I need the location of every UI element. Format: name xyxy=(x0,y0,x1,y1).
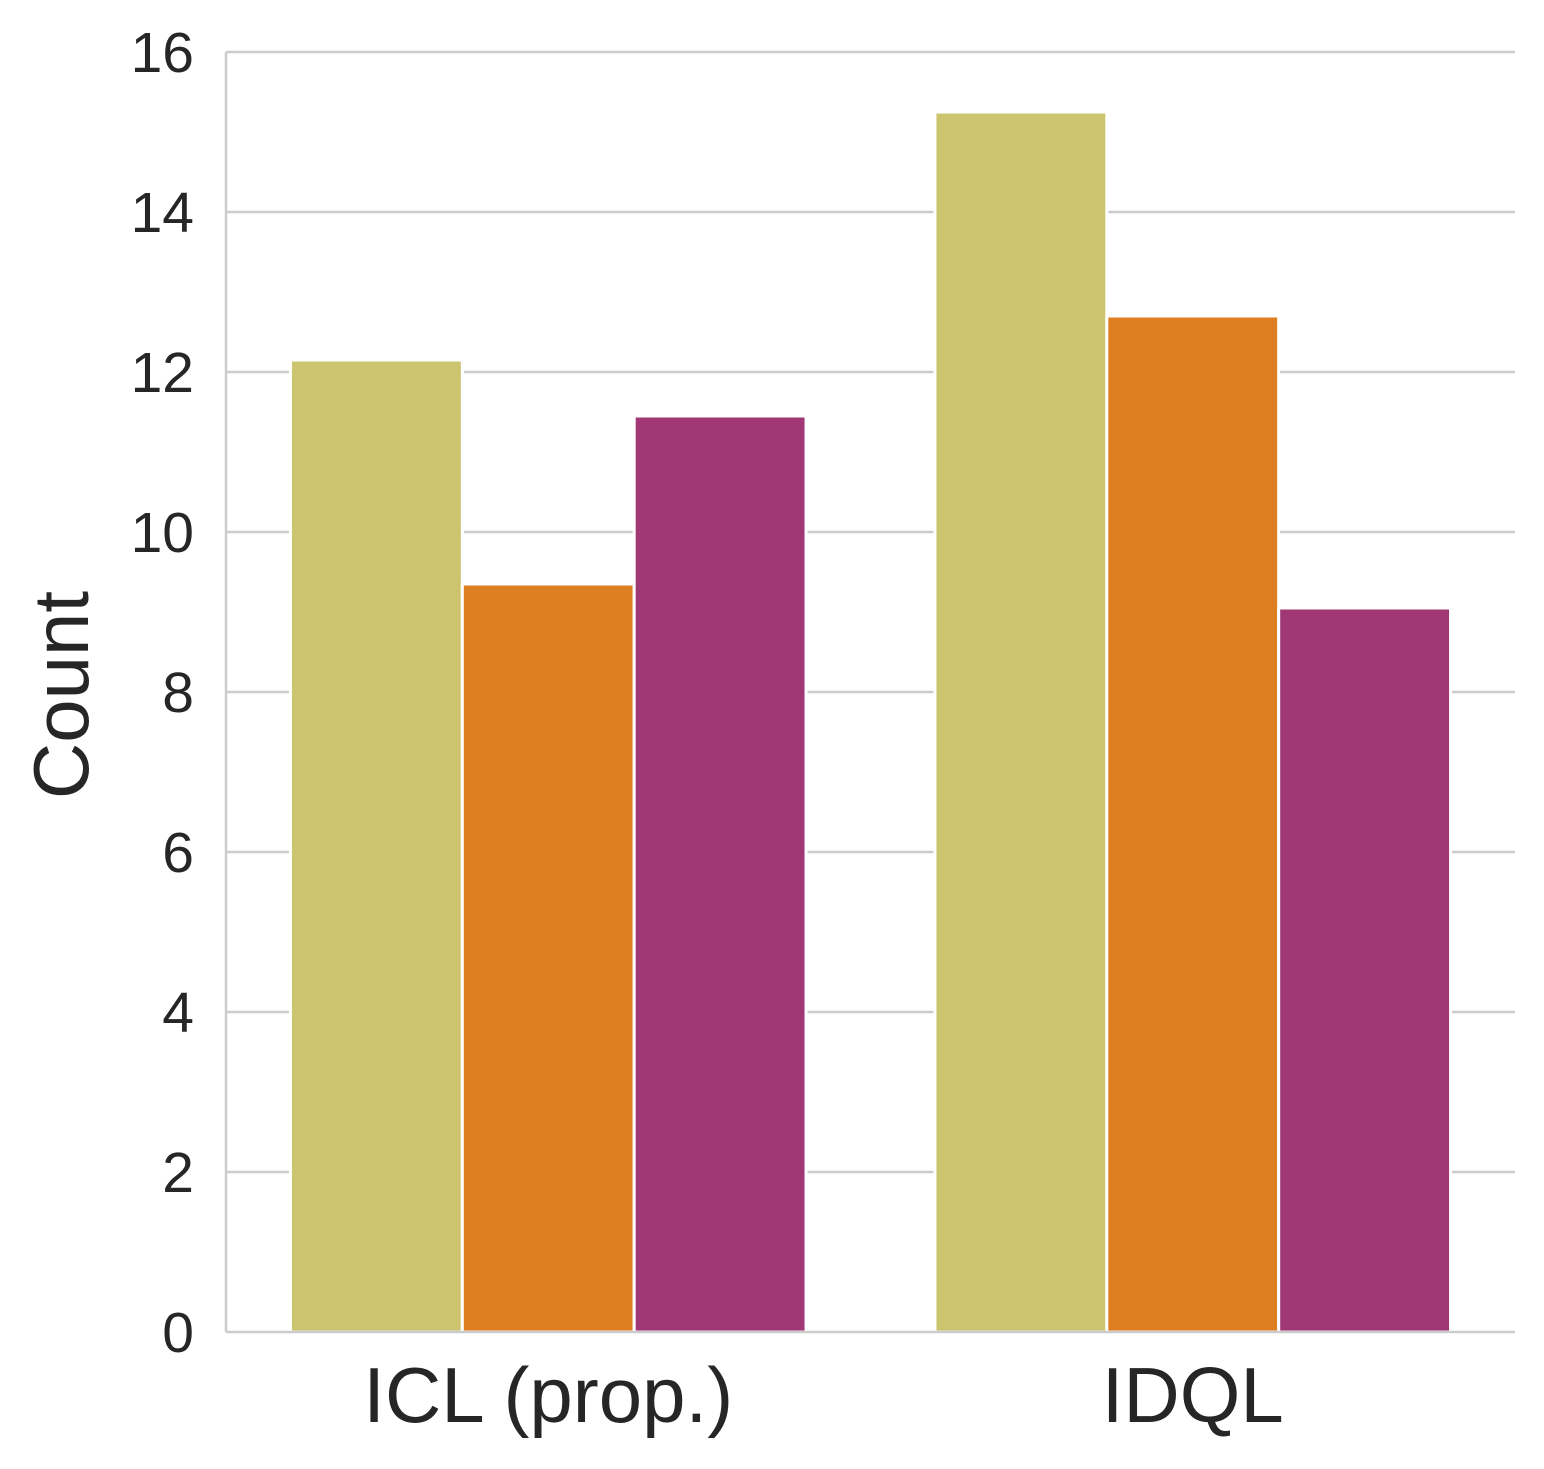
y-tick-label-4: 4 xyxy=(162,981,194,1045)
axes xyxy=(224,52,1515,1334)
bar-2-2 xyxy=(1105,314,1281,1334)
y-tick-label-0: 0 xyxy=(162,1301,194,1365)
y-tick-label-10: 10 xyxy=(131,501,194,565)
bar-2-1 xyxy=(933,110,1109,1334)
y-axis-title: Count xyxy=(17,591,105,799)
y-tick-label-8: 8 xyxy=(162,661,194,725)
bar-2-3 xyxy=(1277,606,1453,1334)
y-tick-label-12: 12 xyxy=(131,341,194,405)
y-tick-label-2: 2 xyxy=(162,1141,194,1205)
y-tick-label-6: 6 xyxy=(162,821,194,885)
bar-1-2 xyxy=(460,582,636,1334)
x-tick-label-2: IDQL xyxy=(1102,1351,1284,1439)
y-tick-label-16: 16 xyxy=(131,21,194,85)
bar-1-1 xyxy=(288,358,464,1334)
y-tick-labels: 0 2 4 6 8 10 12 14 16 xyxy=(131,21,194,1365)
x-tick-labels: ICL (prop.) IDQL xyxy=(363,1351,1283,1439)
x-tick-label-1: ICL (prop.) xyxy=(363,1351,733,1439)
bar-1-3 xyxy=(632,414,808,1334)
y-tick-label-14: 14 xyxy=(131,181,194,245)
bars xyxy=(288,110,1453,1334)
